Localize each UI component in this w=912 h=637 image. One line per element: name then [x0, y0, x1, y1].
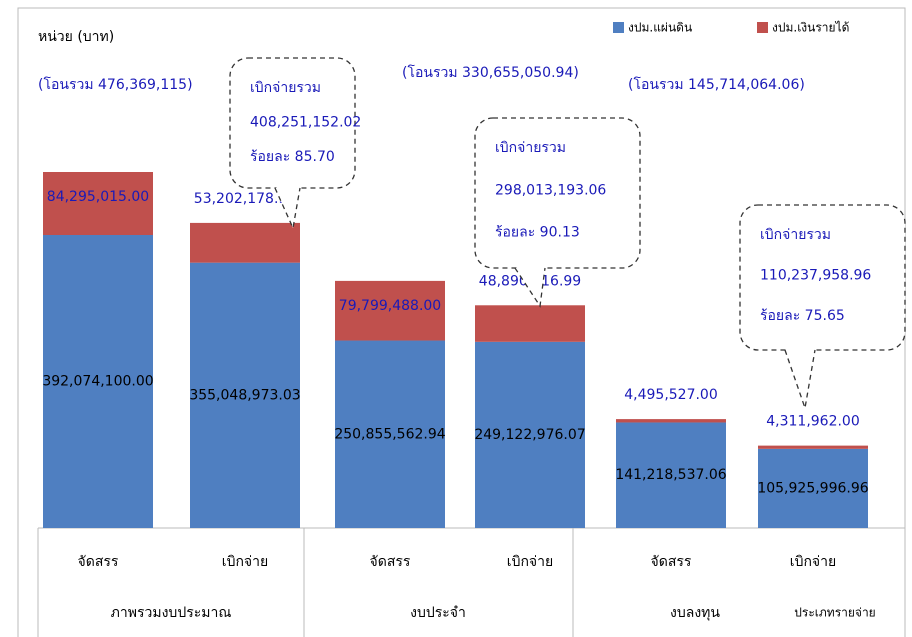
bar-segment	[475, 341, 585, 528]
callout-text: 110,237,958.96	[760, 267, 871, 283]
callout-text: เบิกจ่ายรวม	[760, 227, 831, 243]
bar-segment	[190, 222, 300, 263]
bar-segment	[758, 448, 868, 528]
x-tick-label: จัดสรร	[78, 554, 119, 570]
value-label: 53,202,178.99	[194, 191, 296, 207]
bar-segment	[758, 445, 868, 449]
callout-box	[739, 204, 906, 351]
x-tick-label: จัดสรร	[651, 554, 692, 570]
unit-label: หน่วย (บาท)	[38, 29, 114, 45]
total-annotation: (โอนรวม 145,714,064.06)	[628, 76, 805, 93]
value-label: 79,799,488.00	[339, 298, 441, 314]
x-tick-label: เบิกจ่าย	[222, 554, 268, 570]
value-label: 392,074,100.00	[42, 373, 153, 389]
x-tick-label: เบิกจ่าย	[507, 554, 553, 570]
bar-segment	[335, 340, 445, 528]
bar-segment	[43, 234, 153, 529]
bar-segment	[190, 262, 300, 528]
value-label: 249,122,976.07	[474, 427, 585, 443]
total-annotation: (โอนรวม 330,655,050.94)	[402, 64, 579, 81]
callout-text: เบิกจ่ายรวม	[495, 140, 566, 156]
legend-swatch	[613, 22, 624, 33]
value-label: 84,295,015.00	[47, 189, 149, 205]
bar-segment	[475, 305, 585, 342]
value-label: 250,855,562.94	[334, 426, 445, 442]
value-label: 141,218,537.06	[615, 467, 726, 483]
group-label: งบลงทุน	[670, 605, 720, 621]
callout-box	[474, 117, 641, 269]
x-axis-label: ประเภทรายจ่าย	[794, 606, 875, 620]
legend-label: งปม.แผ่นดิน	[628, 21, 692, 35]
legend-swatch	[757, 22, 768, 33]
total-annotation: (โอนรวม 476,369,115)	[38, 76, 193, 93]
callout-text: ร้อยละ 85.70	[250, 149, 335, 165]
callout-pointer	[274, 187, 301, 231]
callout-pointer	[784, 349, 816, 409]
callout-text: 298,013,193.06	[495, 182, 606, 198]
callout-text: ร้อยละ 75.65	[760, 308, 845, 324]
callout-text: ร้อยละ 90.13	[495, 225, 580, 241]
group-label: งบประจำ	[410, 605, 466, 621]
value-label: 355,048,973.03	[189, 387, 300, 403]
group-label: ภาพรวมงบประมาณ	[111, 605, 232, 621]
callout-pointer	[514, 267, 546, 308]
bar-segment	[43, 172, 153, 235]
callout-text: เบิกจ่ายรวม	[250, 80, 321, 96]
value-label: 4,311,962.00	[766, 414, 860, 430]
value-label: 105,925,996.96	[757, 480, 868, 496]
value-label: 4,495,527.00	[624, 387, 718, 403]
x-tick-label: เบิกจ่าย	[790, 554, 836, 570]
legend-label: งปม.เงินรายได้	[772, 21, 849, 35]
bar-segment	[335, 280, 445, 341]
x-tick-label: จัดสรร	[370, 554, 411, 570]
bar-segment	[616, 422, 726, 528]
callout-text: 408,251,152.02	[250, 115, 361, 131]
bar-segment	[616, 419, 726, 423]
